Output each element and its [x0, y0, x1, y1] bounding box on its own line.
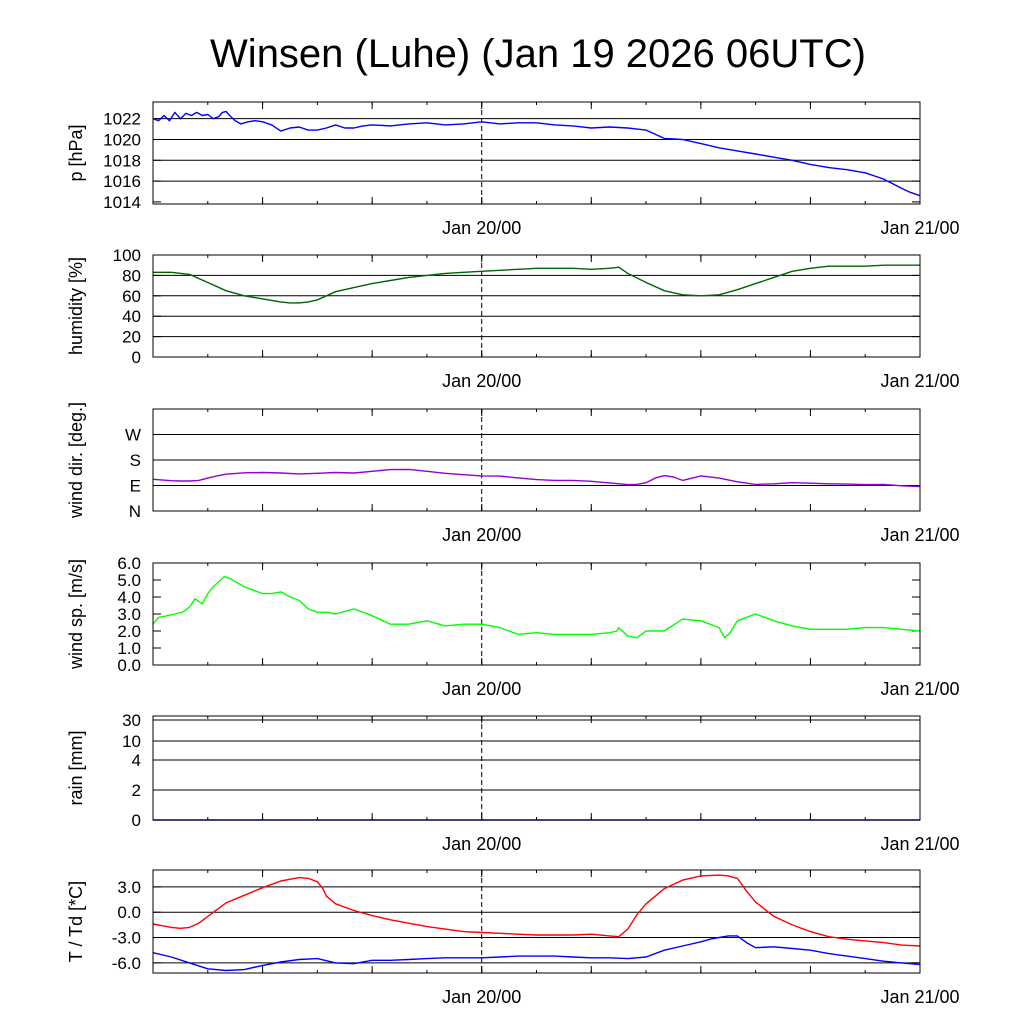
- wind_speed-x-tick-label: Jan 20/00: [442, 679, 521, 699]
- pressure-frame: [152, 101, 921, 205]
- wind_speed-y-tick-label: 2.0: [117, 622, 141, 641]
- wind_speed-frame: [152, 562, 921, 666]
- panel-rain: 0 2 410 30 rain [mm] Jan 20/00 Jan 21/00: [66, 711, 960, 854]
- rain-y-tick-label: 30: [122, 711, 141, 730]
- wind_speed-y-tick-label: 4.0: [117, 588, 141, 607]
- temperature-series-t: [152, 874, 921, 947]
- humidity-y-tick-label: 100: [113, 246, 141, 265]
- rain-y-tick-label: 10: [122, 732, 141, 751]
- humidity-y-tick-label: 40: [122, 307, 141, 326]
- temperature-y-tick-label: -6.0: [112, 954, 141, 973]
- pressure-y-tick-label: 1014: [103, 193, 141, 212]
- pressure-x-tick-label: Jan 21/00: [880, 218, 959, 238]
- temperature-x-tick-label: Jan 21/00: [880, 987, 959, 1007]
- wind_speed-y-axis-label: wind sp. [m/s]: [66, 559, 86, 670]
- wind_dir-x-tick-label: Jan 20/00: [442, 525, 521, 545]
- pressure-y-tick-label: 1016: [103, 172, 141, 191]
- temperature-x-tick-label: Jan 20/00: [442, 987, 521, 1007]
- humidity-x-tick-label: Jan 21/00: [880, 371, 959, 391]
- wind_speed-x-tick-label: Jan 21/00: [880, 679, 959, 699]
- wind_dir-y-axis-label: wind dir. [deg.]: [66, 402, 86, 519]
- pressure-y-tick-label: 1020: [103, 130, 141, 149]
- pressure-series-pressure: [152, 110, 921, 197]
- rain-y-tick-label: 4: [132, 751, 141, 770]
- rain-x-tick-label: Jan 21/00: [880, 834, 959, 854]
- rain-y-axis-label: rain [mm]: [66, 730, 86, 805]
- temperature-y-axis-label: T / Td [*C]: [66, 881, 86, 962]
- humidity-series-humidity: [153, 264, 920, 304]
- pressure-x-tick-label: Jan 20/00: [442, 218, 521, 238]
- wind_dir-frame: [152, 408, 921, 512]
- wind_dir-y-tick-label: W: [125, 426, 141, 445]
- wind_speed-y-tick-label: 5.0: [117, 571, 141, 590]
- humidity-x-tick-label: Jan 20/00: [442, 371, 521, 391]
- wind_speed-y-tick-label: 6.0: [117, 554, 141, 573]
- panel-temperature: -6.0 -3.0 0.0 3.0 T / Td [*C] Jan 20/00 Jan 21…: [66, 869, 960, 1007]
- pressure-y-axis-label: p [hPa]: [66, 124, 86, 181]
- humidity-y-axis-label: humidity [%]: [66, 257, 86, 355]
- humidity-frame: [152, 254, 921, 358]
- wind_dir-y-tick-label: E: [130, 477, 141, 496]
- wind_speed-y-tick-label: 3.0: [117, 605, 141, 624]
- wind_dir-x-tick-label: Jan 21/00: [880, 525, 959, 545]
- rain-y-tick-label: 2: [132, 781, 141, 800]
- panel-wind_speed: 0.01.02.03.04.05.06.0 wind sp. [m/s] Jan 2…: [66, 554, 960, 699]
- rain-x-tick-label: Jan 20/00: [442, 834, 521, 854]
- temperature-y-tick-label: -3.0: [112, 929, 141, 948]
- wind_speed-series-wind-speed: [152, 575, 921, 639]
- humidity-y-tick-label: 0: [132, 348, 141, 367]
- wind_dir-y-tick-label: N: [129, 502, 141, 521]
- pressure-y-tick-label: 1022: [103, 110, 141, 129]
- rain-frame: [152, 715, 921, 821]
- rain-y-tick-label: 0: [132, 811, 141, 830]
- humidity-y-tick-label: 20: [122, 328, 141, 347]
- wind_dir-y-tick-label: S: [130, 451, 141, 470]
- temperature-series-td: [152, 935, 921, 972]
- humidity-y-tick-label: 60: [122, 287, 141, 306]
- chart-title: Winsen (Luhe) (Jan 19 2026 06UTC): [210, 32, 866, 76]
- pressure-y-tick-label: 1018: [103, 151, 141, 170]
- wind_speed-y-tick-label: 0.0: [117, 656, 141, 675]
- temperature-y-tick-label: 0.0: [117, 903, 141, 922]
- humidity-y-tick-label: 80: [122, 266, 141, 285]
- wind_speed-y-tick-label: 1.0: [117, 639, 141, 658]
- temperature-frame: [152, 869, 921, 974]
- wind_dir-series-wind-direction: [152, 468, 921, 488]
- temperature-y-tick-label: 3.0: [117, 878, 141, 897]
